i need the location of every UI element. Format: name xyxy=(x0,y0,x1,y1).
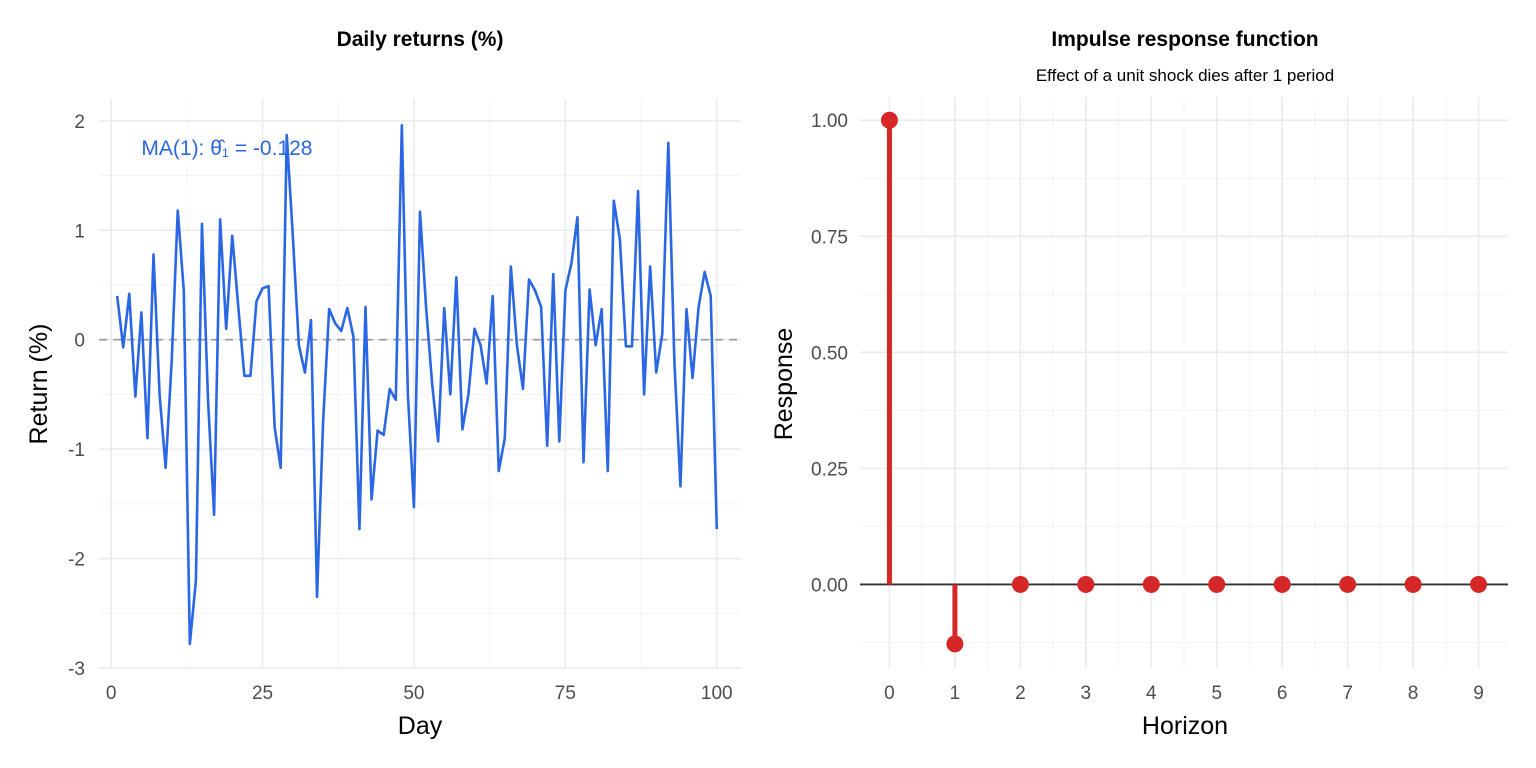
left-x-axis-title: Day xyxy=(398,712,443,740)
right-point xyxy=(1339,575,1357,593)
left-x-tick-label: 50 xyxy=(403,683,424,704)
right-x-tick-label: 2 xyxy=(1015,683,1026,704)
right-y-axis-title: Response xyxy=(770,328,798,441)
right-point xyxy=(946,635,964,653)
right-x-tick-label: 8 xyxy=(1408,683,1419,704)
right-x-tick-label: 6 xyxy=(1277,683,1288,704)
right-x-tick-label: 0 xyxy=(884,683,895,704)
right-stems xyxy=(886,120,958,644)
left-y-tick-label: 2 xyxy=(74,112,85,133)
right-x-tick-label: 3 xyxy=(1081,683,1092,704)
right-points xyxy=(880,111,1488,653)
left-y-tick-label: 0 xyxy=(74,331,85,352)
right-x-tick-label: 5 xyxy=(1211,683,1222,704)
left-y-tick-label: -1 xyxy=(68,440,85,461)
right-point xyxy=(1077,575,1095,593)
right-x-tick-label: 7 xyxy=(1342,683,1353,704)
left-y-tick-labels: -3 -2 -1 0 1 2 xyxy=(68,112,85,680)
left-returns-series-line xyxy=(115,123,719,646)
left-x-tick-labels: 0 25 50 75 100 xyxy=(106,683,733,704)
right-y-tick-label: 1.00 xyxy=(811,111,848,132)
right-x-tick-label: 1 xyxy=(950,683,961,704)
right-y-tick-labels: 0.00 0.25 0.50 0.75 1.00 xyxy=(811,111,848,596)
right-y-tick-label: 0.75 xyxy=(811,227,848,248)
right-x-axis-title: Horizon xyxy=(1142,712,1228,740)
left-y-tick-label: 1 xyxy=(74,221,85,242)
right-point xyxy=(1404,575,1422,593)
right-chart-subtitle: Effect of a unit shock dies after 1 peri… xyxy=(1036,66,1334,85)
right-point xyxy=(1208,575,1226,593)
left-y-tick-label: -3 xyxy=(68,659,85,680)
right-point xyxy=(1142,575,1160,593)
right-x-tick-label: 4 xyxy=(1146,683,1157,704)
left-y-tick-label: -2 xyxy=(68,550,85,571)
right-point xyxy=(880,111,898,129)
right-x-tick-label: 9 xyxy=(1473,683,1484,704)
right-chart-title: Impulse response function xyxy=(1051,28,1318,51)
left-x-tick-label: 100 xyxy=(701,683,733,704)
right-y-tick-label: 0.50 xyxy=(811,343,848,364)
right-y-tick-label: 0.00 xyxy=(811,575,848,596)
right-x-tick-labels: 0 1 2 3 4 5 6 7 8 9 xyxy=(884,683,1484,704)
right-point xyxy=(1273,575,1291,593)
right-point xyxy=(1011,575,1029,593)
right-point xyxy=(1470,575,1488,593)
left-x-tick-label: 25 xyxy=(252,683,273,704)
left-x-tick-label: 75 xyxy=(555,683,576,704)
left-chart-title: Daily returns (%) xyxy=(337,28,504,51)
panel-daily-returns: Daily returns (%) MA(1): θ̂₁ = -0.128 0 2… xyxy=(25,28,741,740)
panel-impulse-response: Impulse response function Effect of a un… xyxy=(770,28,1508,740)
left-y-axis-title: Return (%) xyxy=(25,324,53,445)
left-gridlines xyxy=(99,99,741,669)
right-y-tick-label: 0.25 xyxy=(811,459,848,480)
left-annotation-ma1: MA(1): θ̂₁ = -0.128 xyxy=(141,137,312,160)
left-x-tick-label: 0 xyxy=(106,683,117,704)
